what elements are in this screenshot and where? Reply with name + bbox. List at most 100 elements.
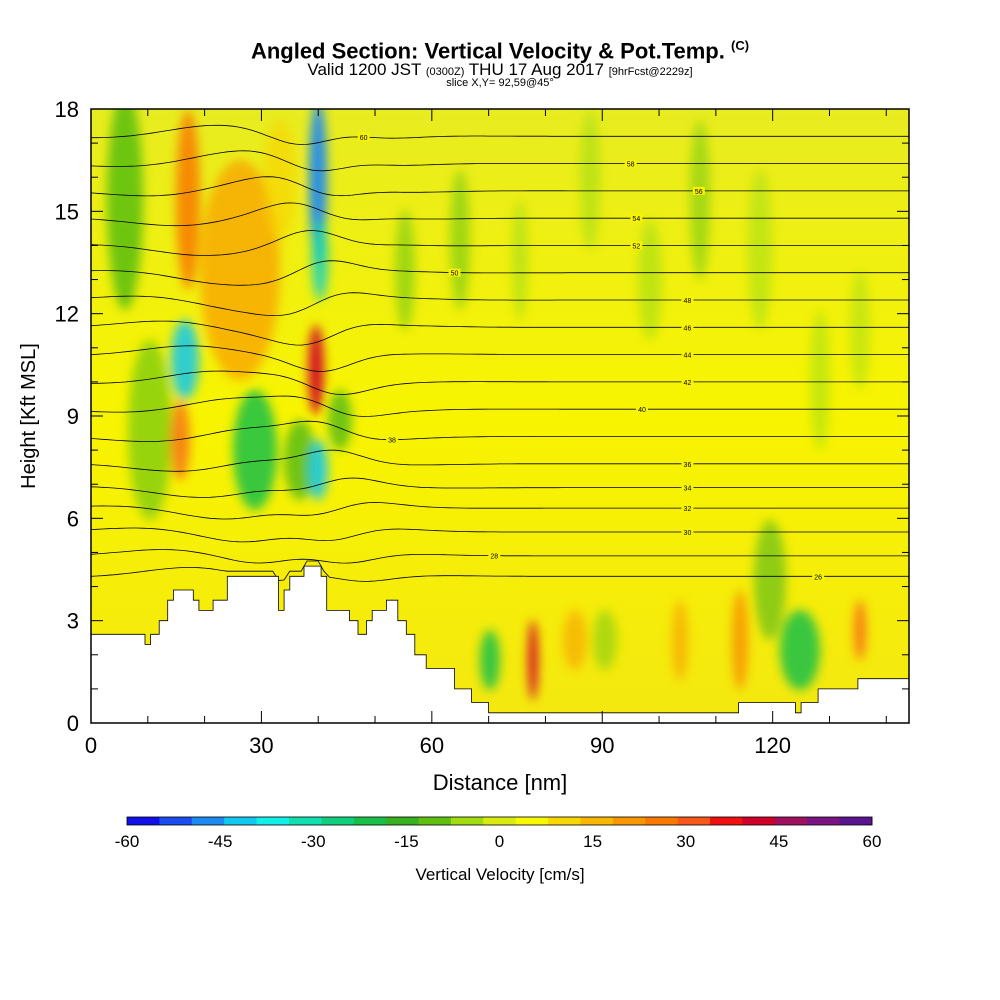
colorbar-tick-label: 0 <box>495 832 504 851</box>
colorbar-swatch <box>256 817 290 825</box>
theta-contour <box>91 202 909 227</box>
contour-label-bg <box>681 296 694 305</box>
colorbar-swatch <box>321 817 355 825</box>
colorbar-swatch <box>742 817 776 825</box>
colorbar-tick-label: 30 <box>676 832 695 851</box>
colorbar-swatch <box>548 817 581 825</box>
contour-label-bg <box>448 268 461 277</box>
contour-label-bg <box>636 405 649 414</box>
contour-label: 34 <box>684 486 692 493</box>
contour-label-bg <box>681 459 694 468</box>
colorbar-swatch <box>839 817 873 825</box>
colorbar-tick-label: -15 <box>394 832 419 851</box>
theta-contour <box>91 420 909 442</box>
theta-contour <box>91 124 909 145</box>
x-tick-label: 30 <box>249 733 273 758</box>
y-tick-label: 9 <box>67 404 79 429</box>
chart-slice-info: slice X,Y= 92,59@45° <box>446 77 554 89</box>
contour-label: 30 <box>684 530 692 537</box>
contour-label-bg <box>812 572 825 581</box>
colorbar-swatch <box>159 817 193 825</box>
y-axis-label: Height [Kft MSL] <box>18 343 40 489</box>
y-tick-label: 3 <box>67 609 79 634</box>
theta-contour <box>91 370 909 395</box>
theta-contour <box>91 150 909 172</box>
theta-contour <box>91 260 909 286</box>
contour-label: 48 <box>684 298 692 305</box>
contour-label-bg <box>386 435 399 444</box>
x-tick-label: 90 <box>590 733 614 758</box>
contour-label: 50 <box>451 271 459 278</box>
contour-label-bg <box>630 214 643 223</box>
theta-contour <box>91 502 909 520</box>
colorbar-label: Vertical Velocity [cm/s] <box>415 865 584 884</box>
contour-label: 46 <box>684 325 692 332</box>
x-axis-label: Distance [nm] <box>433 770 568 795</box>
colorbar-swatch <box>677 817 711 825</box>
contour-label-bg <box>681 483 694 492</box>
y-tick-label: 15 <box>55 199 79 224</box>
colorbar-swatch <box>191 817 225 825</box>
x-tick-label: 0 <box>85 733 97 758</box>
forecast-info: [9hrFcst@2229z] <box>608 66 693 78</box>
contour-label: 38 <box>388 438 396 445</box>
colorbar-swatch <box>645 817 679 825</box>
contour-label-bg <box>681 377 694 386</box>
y-tick-label: 0 <box>67 711 79 736</box>
colorbar-swatch <box>807 817 841 825</box>
colorbar-tick-label: -45 <box>208 832 233 851</box>
y-tick-label: 12 <box>55 302 79 327</box>
contour-label: 42 <box>684 380 692 387</box>
theta-contour <box>91 292 909 317</box>
colorbar-tick-label: 15 <box>583 832 602 851</box>
contour-label-bg <box>681 350 694 359</box>
colorbar-tick-label: 45 <box>769 832 788 851</box>
colorbar-swatch <box>612 817 646 825</box>
terrain <box>91 565 909 723</box>
contour-label-bg <box>357 133 370 142</box>
vertical-velocity-field: 26 28 30 32 34 36 38 40 42 44 46 48 50 52 54 56 58 60 <box>91 109 909 723</box>
colorbar-swatch <box>353 817 387 825</box>
x-axis: 0 30 60 90 120 <box>85 109 887 758</box>
potential-temperature-contours <box>91 124 909 582</box>
contour-label-bg <box>681 323 694 332</box>
x-tick-label: 60 <box>420 733 444 758</box>
colorbar-tick-label: -60 <box>115 832 140 851</box>
contour-label-bg <box>624 159 637 168</box>
theta-contour <box>91 230 909 256</box>
contour-label: 54 <box>632 216 640 223</box>
colorbar-swatch <box>483 817 517 825</box>
colorbar-tick-label: 60 <box>863 832 882 851</box>
chart-title: Angled Section: Vertical Velocity & Pot.… <box>250 38 750 64</box>
theta-contour <box>91 176 909 197</box>
contour-label: 26 <box>814 574 822 581</box>
contour-label-bg <box>488 551 501 560</box>
x-tick-label: 120 <box>754 733 791 758</box>
title-unit: (C) <box>731 38 750 53</box>
colorbar: -60 -45 -30 -15 0 15 30 45 60 <box>115 816 882 851</box>
colorbar-swatch <box>127 817 160 825</box>
colorbar-swatch <box>515 817 549 825</box>
theta-contour <box>91 560 909 582</box>
y-tick-label: 6 <box>67 506 79 531</box>
contour-label: 32 <box>684 506 692 513</box>
theta-contour <box>91 477 909 498</box>
contour-label-bg <box>692 186 705 195</box>
colorbar-frame <box>126 816 873 826</box>
contour-label: 44 <box>684 353 692 360</box>
colorbar-swatch <box>710 817 743 825</box>
contour-label: 56 <box>695 189 703 196</box>
colorbar-swatch <box>418 817 452 825</box>
contour-label: 28 <box>490 554 498 561</box>
colorbar-swatch <box>774 817 808 825</box>
valid-utc: (0300Z) <box>425 66 465 78</box>
colorbar-swatch <box>450 817 484 825</box>
contour-label-bg <box>630 241 643 250</box>
colorbar-tick-label: -30 <box>301 832 326 851</box>
chart-valid-time: Valid 1200 JST (0300Z) THU 17 Aug 2017 [… <box>307 60 693 79</box>
theta-contour <box>91 527 909 543</box>
contour-label: 40 <box>638 407 646 414</box>
colorbar-swatch <box>580 817 614 825</box>
contour-label: 60 <box>360 135 368 142</box>
